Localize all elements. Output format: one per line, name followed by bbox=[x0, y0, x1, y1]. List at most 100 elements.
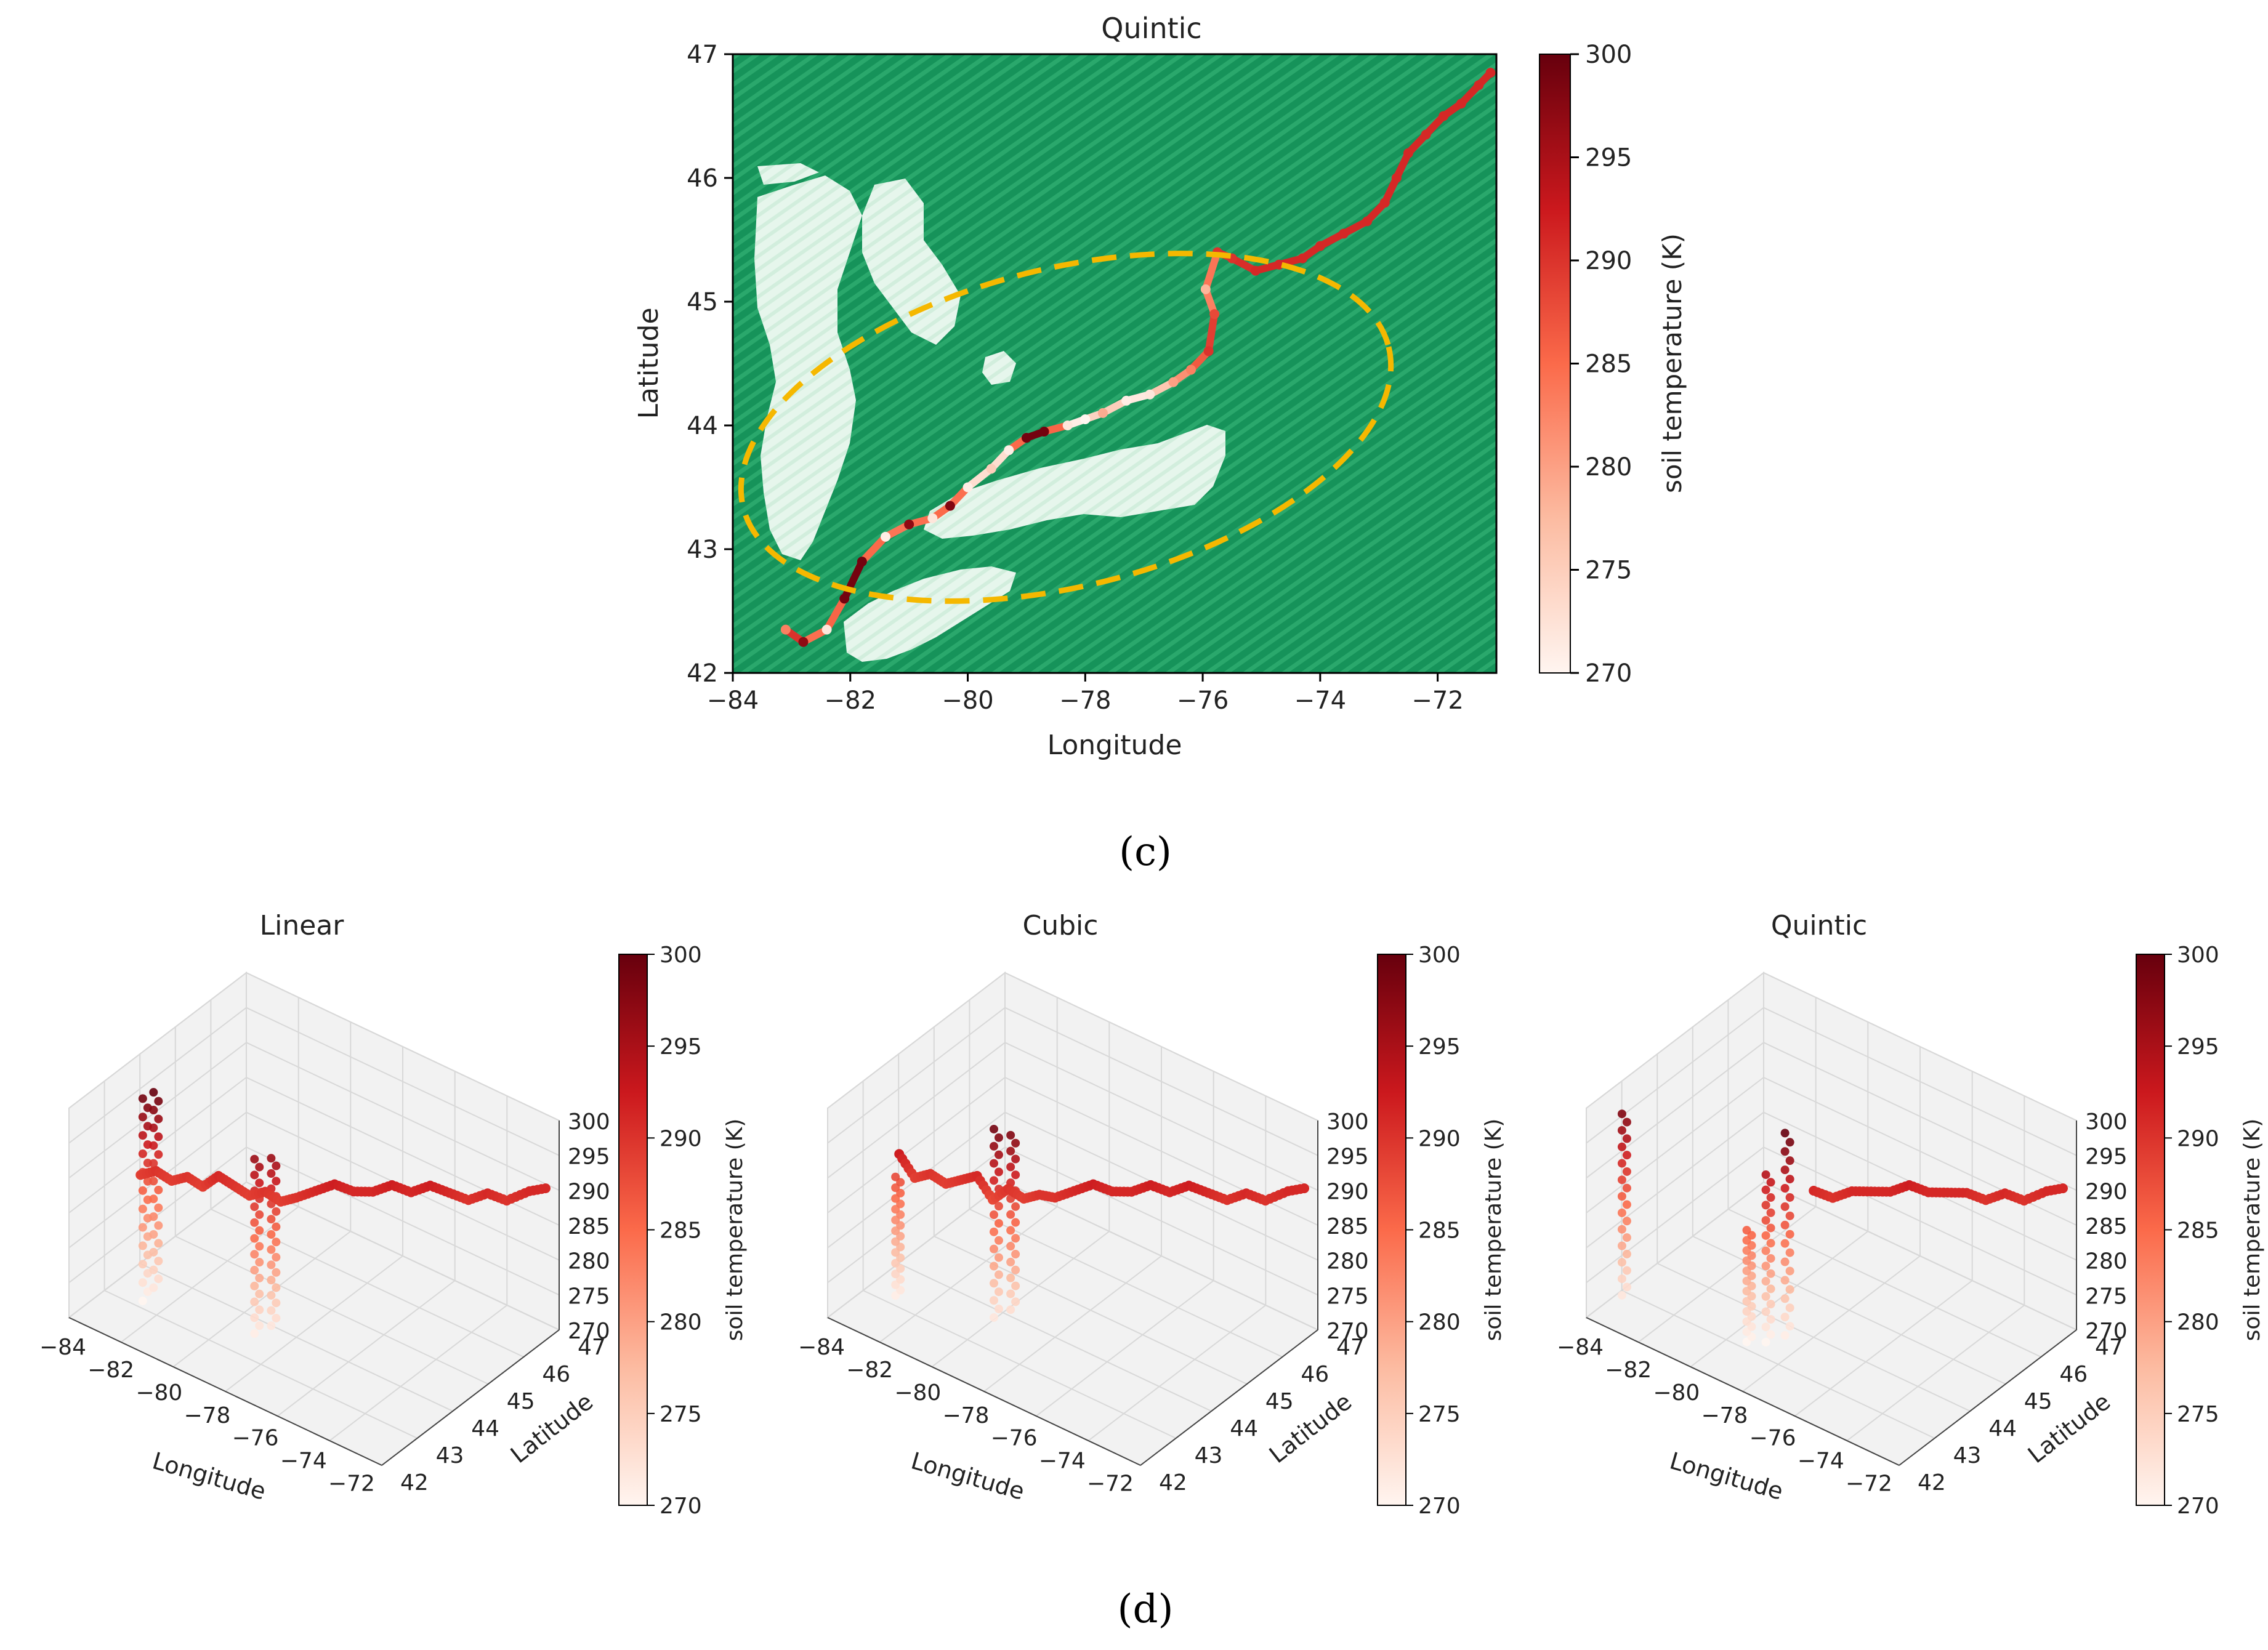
colorbar-tick-label: 295 bbox=[1418, 1034, 1461, 1060]
axis-edge bbox=[381, 1329, 560, 1466]
grid-line bbox=[827, 972, 1006, 1109]
scatter-point bbox=[154, 1114, 163, 1124]
track-point bbox=[1097, 408, 1108, 418]
x-tick-label: −78 bbox=[184, 1403, 230, 1428]
lake-ontario bbox=[924, 425, 1225, 539]
scatter-point bbox=[255, 1226, 264, 1235]
scatter-point bbox=[1785, 1229, 1794, 1239]
axis-edge bbox=[68, 1317, 382, 1466]
track-point bbox=[1004, 445, 1014, 456]
y-tick-label: 42 bbox=[1159, 1470, 1187, 1495]
track-point bbox=[1315, 241, 1325, 251]
scatter-point bbox=[994, 1287, 1003, 1297]
scatter-point bbox=[250, 1313, 259, 1322]
z-tick-label: 275 bbox=[2085, 1284, 2128, 1309]
track-segment bbox=[964, 465, 995, 491]
annotation-ellipse bbox=[738, 251, 1394, 604]
x-tick-label: −76 bbox=[1749, 1426, 1796, 1451]
track-point bbox=[1362, 216, 1373, 227]
grid-line bbox=[863, 1290, 1177, 1439]
grid-line bbox=[931, 1231, 1110, 1367]
grid-line bbox=[1088, 1305, 1266, 1441]
scatter-point bbox=[138, 1204, 147, 1213]
scatter-point bbox=[255, 1321, 264, 1330]
scatter-point bbox=[272, 1222, 281, 1231]
scatter-point bbox=[138, 1186, 147, 1195]
scatter-point bbox=[1766, 1330, 1775, 1339]
colorbar-gradient bbox=[1377, 954, 1406, 1506]
scatter-point bbox=[1011, 1218, 1020, 1227]
y-tick-label: 47 bbox=[687, 41, 718, 69]
scatter-point bbox=[1785, 1248, 1794, 1257]
grid-line bbox=[1004, 1007, 1318, 1156]
x-tick-label: −80 bbox=[1653, 1380, 1700, 1406]
scatter-point bbox=[272, 1268, 281, 1277]
scatter-point bbox=[250, 1170, 259, 1180]
z-tick-label: 280 bbox=[2085, 1249, 2128, 1274]
scatter-point bbox=[250, 1266, 259, 1275]
grid-line bbox=[969, 1209, 1283, 1358]
scatter-point bbox=[989, 1176, 998, 1185]
scatter-point bbox=[1006, 1305, 1015, 1314]
scatter-point bbox=[149, 1159, 158, 1168]
scatter-point bbox=[1622, 1117, 1631, 1127]
grid-line bbox=[121, 1206, 299, 1343]
scatter-point bbox=[1766, 1314, 1775, 1324]
grid-line bbox=[139, 1263, 453, 1412]
scatter-point bbox=[1780, 1257, 1790, 1266]
grid-line bbox=[1763, 972, 2077, 1121]
grid-line bbox=[1727, 1209, 2041, 1358]
grid-line bbox=[1657, 1263, 1971, 1412]
colorbar-gradient bbox=[2136, 954, 2165, 1506]
x-axis-label: Longitude bbox=[150, 1447, 269, 1505]
scatter-point bbox=[1780, 1129, 1790, 1138]
x-tick-label: −84 bbox=[1557, 1335, 1604, 1360]
colorbar-tick-label: 300 bbox=[1585, 41, 1632, 69]
grid-line bbox=[1036, 1280, 1214, 1417]
scatter-point bbox=[1622, 1134, 1631, 1143]
panel-c-colorbar-ticks: 270 275 280 285 290 295 300 bbox=[1570, 41, 1632, 688]
scatter-point bbox=[267, 1276, 276, 1285]
x-tick-label: −74 bbox=[1294, 686, 1346, 715]
panel-c-ylabel: Latitude bbox=[633, 307, 664, 419]
track-segment bbox=[1205, 310, 1219, 355]
y-tick-label: 43 bbox=[687, 536, 718, 564]
track-point bbox=[1403, 148, 1413, 158]
grid-line bbox=[1638, 1206, 1817, 1343]
scatter-point bbox=[267, 1290, 276, 1300]
z-tick-label: 300 bbox=[568, 1109, 610, 1135]
scatter-point bbox=[1780, 1184, 1790, 1193]
z-tick-label: 280 bbox=[1326, 1249, 1369, 1274]
scatter-point bbox=[1006, 1130, 1015, 1140]
grid-line bbox=[1846, 1305, 2025, 1441]
grid-line bbox=[1763, 1042, 2077, 1191]
x-tick-label: −74 bbox=[1798, 1449, 1844, 1474]
z-tick-label: 295 bbox=[1326, 1145, 1369, 1170]
z-tick-label: 270 bbox=[2085, 1319, 2128, 1344]
track-point bbox=[1379, 198, 1390, 208]
grid-line bbox=[246, 1181, 560, 1330]
z-tick-label: 285 bbox=[2085, 1214, 2128, 1239]
grid-line bbox=[175, 1236, 489, 1385]
track-point bbox=[962, 482, 973, 493]
scatter-point bbox=[1011, 1138, 1020, 1148]
axis-edge bbox=[827, 1317, 1141, 1466]
scatter-point bbox=[1617, 1159, 1626, 1168]
scatter-point bbox=[272, 1238, 281, 1247]
scatter-point bbox=[149, 1247, 158, 1257]
panel-c-axes-frame bbox=[732, 53, 1498, 674]
colorbar-label: soil temperature (K) bbox=[722, 1119, 748, 1342]
grid-line bbox=[225, 1255, 403, 1392]
scatter-point bbox=[267, 1306, 276, 1315]
scatter-point bbox=[149, 1106, 158, 1115]
scatter-point bbox=[267, 1215, 276, 1224]
scatter-point bbox=[989, 1210, 998, 1220]
scatter-point bbox=[1766, 1208, 1775, 1217]
colorbar-tick-label: 285 bbox=[1418, 1218, 1461, 1244]
scatter-point bbox=[989, 1313, 998, 1322]
scatter-point bbox=[994, 1202, 1003, 1211]
scatter-point bbox=[1761, 1307, 1770, 1316]
scatter-point bbox=[989, 1124, 998, 1133]
axis-edge bbox=[1899, 1329, 2077, 1466]
scatter-point bbox=[250, 1234, 259, 1243]
